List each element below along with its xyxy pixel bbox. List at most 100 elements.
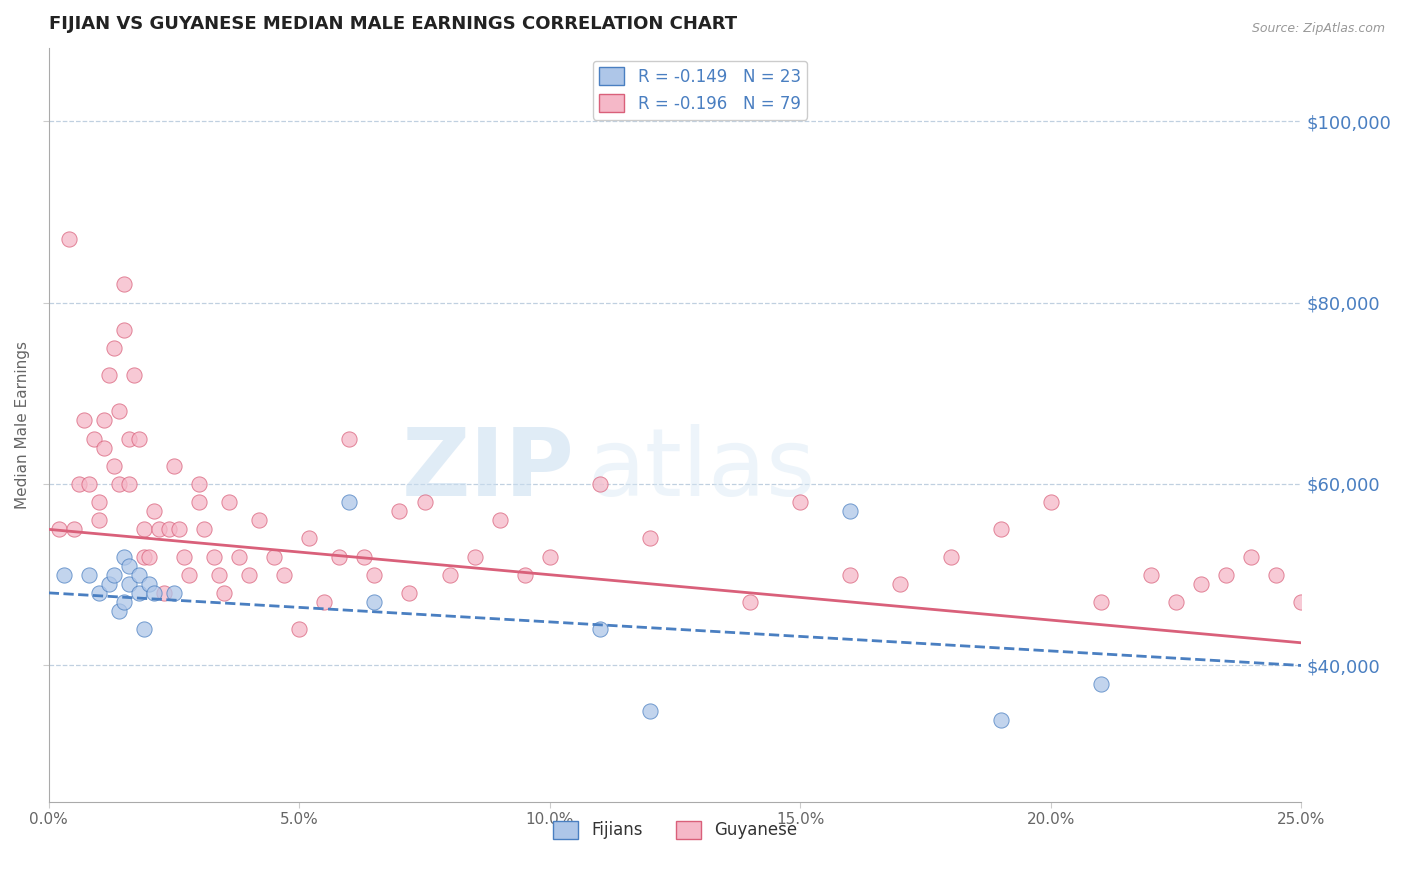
Point (108, 477, 131, 491)
Point (93, 441, 115, 455)
Point (839, 567, 862, 582)
Point (1039, 495, 1062, 509)
Point (173, 549, 195, 564)
Point (488, 513, 510, 527)
Point (538, 549, 561, 564)
Point (439, 567, 461, 582)
Point (298, 532, 321, 546)
Point (83, 432, 105, 446)
Point (1090, 676, 1112, 690)
Point (148, 522, 170, 536)
Point (132, 622, 155, 636)
Point (77, 477, 100, 491)
Point (58, 232, 80, 246)
Point (839, 504, 862, 518)
Point (212, 586, 235, 600)
Point (337, 495, 360, 509)
Point (128, 567, 150, 582)
Point (1265, 567, 1288, 582)
Point (132, 522, 155, 536)
Point (52, 567, 75, 582)
Point (163, 586, 186, 600)
Point (337, 432, 360, 446)
Point (132, 549, 155, 564)
Point (228, 549, 250, 564)
Point (789, 495, 811, 509)
Point (193, 522, 215, 536)
Point (353, 549, 375, 564)
Text: FIJIAN VS GUYANESE MEDIAN MALE EARNINGS CORRELATION CHART: FIJIAN VS GUYANESE MEDIAN MALE EARNINGS … (49, 15, 737, 33)
Point (103, 341, 125, 355)
Point (97, 576, 120, 591)
Point (464, 549, 486, 564)
Text: Source: ZipAtlas.com: Source: ZipAtlas.com (1251, 22, 1385, 36)
Point (1189, 576, 1212, 591)
Point (589, 622, 612, 636)
Point (363, 567, 385, 582)
Point (208, 567, 231, 582)
Point (589, 477, 612, 491)
Text: atlas: atlas (588, 425, 815, 516)
Point (1090, 595, 1112, 609)
Point (388, 504, 411, 518)
Point (118, 576, 141, 591)
Point (263, 549, 285, 564)
Point (328, 549, 350, 564)
Point (1240, 549, 1263, 564)
Point (108, 604, 131, 618)
Legend: Fijians, Guyanese: Fijians, Guyanese (546, 814, 804, 846)
Point (97, 368, 120, 383)
Point (62, 522, 84, 536)
Point (118, 558, 141, 573)
Point (1315, 576, 1337, 591)
Point (128, 586, 150, 600)
Point (118, 432, 141, 446)
Point (247, 513, 270, 527)
Point (413, 495, 436, 509)
Point (939, 549, 962, 564)
Point (153, 586, 176, 600)
Point (363, 595, 385, 609)
Point (740, 595, 762, 609)
Point (87, 495, 110, 509)
Point (889, 576, 911, 591)
Point (157, 522, 180, 536)
Point (143, 586, 166, 600)
Point (990, 522, 1012, 536)
Point (103, 567, 125, 582)
Point (112, 595, 135, 609)
Point (202, 549, 225, 564)
Point (188, 495, 211, 509)
Point (87, 513, 110, 527)
Point (1291, 595, 1313, 609)
Point (218, 495, 240, 509)
Point (163, 458, 186, 473)
Point (77, 567, 100, 582)
Point (1164, 595, 1187, 609)
Point (128, 432, 150, 446)
Point (167, 522, 190, 536)
Point (398, 586, 420, 600)
Point (1215, 567, 1237, 582)
Point (177, 567, 200, 582)
Point (112, 277, 135, 292)
Point (48, 522, 70, 536)
Point (87, 586, 110, 600)
Point (112, 323, 135, 337)
Point (93, 413, 115, 427)
Point (513, 567, 536, 582)
Point (143, 504, 166, 518)
Point (112, 549, 135, 564)
Y-axis label: Median Male Earnings: Median Male Earnings (15, 341, 30, 509)
Text: ZIP: ZIP (402, 425, 575, 516)
Point (1140, 567, 1163, 582)
Point (103, 458, 125, 473)
Point (67, 477, 90, 491)
Point (990, 713, 1012, 727)
Point (138, 549, 160, 564)
Point (273, 567, 295, 582)
Point (188, 477, 211, 491)
Point (108, 404, 131, 418)
Point (314, 595, 336, 609)
Point (638, 704, 661, 718)
